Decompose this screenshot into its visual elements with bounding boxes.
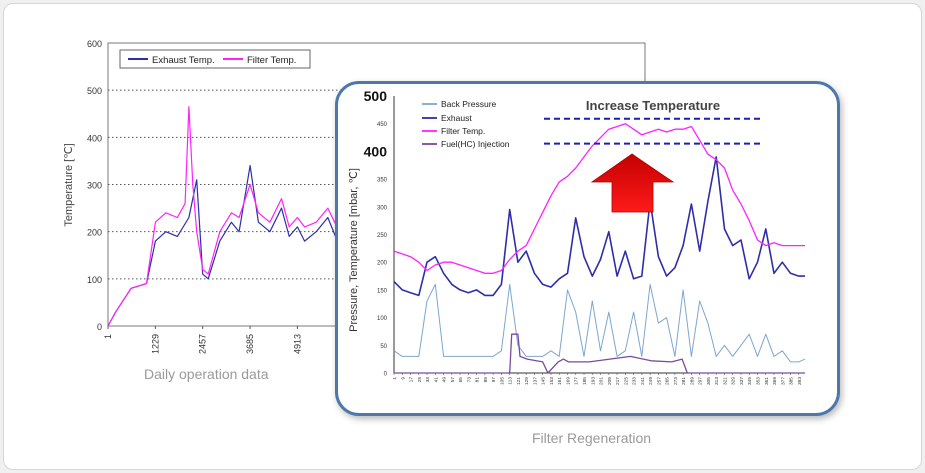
left-y-tick-label: 0 xyxy=(97,322,102,332)
right-x-tick-label: 169 xyxy=(565,377,571,385)
right-series-back-pressure xyxy=(393,283,806,363)
right-x-tick-label: 281 xyxy=(681,377,687,385)
right-x-tick-label: 305 xyxy=(706,377,712,385)
left-y-tick-label: 400 xyxy=(87,133,102,143)
right-legend-label: Fuel(HC) Injection xyxy=(441,139,510,149)
right-y-tick-label: 100 xyxy=(377,316,388,322)
right-x-tick-label: 257 xyxy=(656,377,662,385)
right-x-tick-label: 25 xyxy=(417,377,423,383)
right-x-tick-label: 33 xyxy=(425,377,431,383)
left-y-tick-label: 600 xyxy=(87,39,102,49)
right-y-tick-label: 250 xyxy=(377,233,388,239)
right-series-filter-temp xyxy=(393,123,805,274)
right-x-tick-label: 9 xyxy=(400,377,406,380)
right-x-tick-label: 233 xyxy=(632,377,638,385)
filter-regeneration-inset xyxy=(335,81,840,416)
left-x-tick-label: 1229 xyxy=(150,334,160,354)
right-x-tick-label: 161 xyxy=(557,377,563,385)
left-x-tick-label: 3685 xyxy=(245,334,255,354)
right-x-tick-label: 377 xyxy=(780,377,786,385)
right-x-tick-label: 41 xyxy=(433,377,439,383)
right-x-tick-label: 153 xyxy=(549,377,555,385)
right-x-tick-label: 209 xyxy=(607,377,613,385)
right-x-tick-label: 121 xyxy=(516,377,522,385)
right-x-tick-label: 225 xyxy=(623,377,629,385)
right-x-tick-label: 105 xyxy=(499,377,505,385)
left-y-tick-label: 200 xyxy=(87,228,102,238)
right-y-tick-label: 500 xyxy=(364,88,388,104)
right-x-tick-label: 81 xyxy=(475,377,481,383)
right-x-tick-label: 369 xyxy=(772,377,778,385)
right-x-tick-label: 97 xyxy=(491,377,497,383)
up-arrow-icon xyxy=(590,153,675,213)
right-x-tick-label: 65 xyxy=(458,377,464,383)
right-x-tick-label: 73 xyxy=(466,377,472,383)
right-x-tick-label: 1 xyxy=(392,377,398,380)
left-legend-label: Filter Temp. xyxy=(247,55,296,66)
right-x-tick-label: 361 xyxy=(764,377,770,385)
filter-regeneration-caption: Filter Regeneration xyxy=(532,430,652,446)
right-x-tick-label: 313 xyxy=(714,377,720,385)
right-series-exhaust xyxy=(393,156,805,297)
right-x-tick-label: 113 xyxy=(508,377,514,385)
right-y-tick-label: 50 xyxy=(380,344,387,350)
right-x-tick-label: 297 xyxy=(698,377,704,385)
right-x-tick-label: 185 xyxy=(582,377,588,385)
right-y-tick-label: 400 xyxy=(364,143,388,159)
right-y-tick-label: 300 xyxy=(377,205,388,211)
right-x-tick-label: 49 xyxy=(442,377,448,383)
right-legend: Back Pressure Exhaust Filter Temp. Fuel(HC)… xyxy=(422,99,510,149)
left-legend-label: Exhaust Temp. xyxy=(152,55,215,66)
right-legend-label: Exhaust xyxy=(441,113,472,123)
right-x-tick-label: 345 xyxy=(747,377,753,385)
right-x-tick-label: 289 xyxy=(689,377,695,385)
right-y-tick-label: 200 xyxy=(377,261,388,267)
left-legend-box xyxy=(119,49,311,69)
right-x-tick-label: 353 xyxy=(755,377,761,385)
right-x-tick-label: 17 xyxy=(409,377,415,383)
right-x-tick-label: 89 xyxy=(483,377,489,383)
right-x-tick-label: 329 xyxy=(731,377,737,385)
right-x-tick-label: 337 xyxy=(739,377,745,385)
right-x-tick-label: 57 xyxy=(450,377,456,383)
right-x-tick-label: 241 xyxy=(640,377,646,385)
left-y-tick-label: 500 xyxy=(87,86,102,96)
right-y-axis-label: Pressure, Temperature [mbar, ℃] xyxy=(348,168,360,332)
right-x-tick-label: 321 xyxy=(722,377,728,385)
left-legend: Exhaust Temp. Filter Temp. xyxy=(119,49,311,69)
left-x-tick-label: 2457 xyxy=(198,334,208,354)
right-x-tick-label: 177 xyxy=(574,377,580,385)
right-series-fuel-hc-injection xyxy=(394,333,805,374)
right-x-tick-label: 265 xyxy=(665,377,671,385)
right-legend-label: Filter Temp. xyxy=(441,126,485,136)
right-x-tick-label: 393 xyxy=(797,377,803,385)
right-y-tick-label: 450 xyxy=(377,122,388,128)
right-x-tick-label: 193 xyxy=(590,377,596,385)
left-y-axis-label: Temperature [℃] xyxy=(63,143,75,226)
right-x-tick-label: 137 xyxy=(532,377,538,385)
left-y-tick-label: 100 xyxy=(87,275,102,285)
left-x-tick-label: 4913 xyxy=(292,334,302,354)
right-x-tick-label: 201 xyxy=(599,377,605,385)
right-chart-title: Increase Temperature xyxy=(586,98,720,113)
right-y-tick-label: 350 xyxy=(377,178,388,184)
right-x-tick-label: 217 xyxy=(615,377,621,385)
right-y-tick-label: 0 xyxy=(384,372,388,378)
right-legend-label: Back Pressure xyxy=(441,99,497,109)
left-y-tick-label: 300 xyxy=(87,181,102,191)
daily-operation-caption: Daily operation data xyxy=(144,366,269,382)
right-x-tick-label: 249 xyxy=(648,377,654,385)
right-x-tick-label: 385 xyxy=(789,377,795,385)
left-x-tick-label: 1 xyxy=(103,334,113,339)
right-x-tick-label: 273 xyxy=(673,377,679,385)
right-x-tick-label: 145 xyxy=(541,377,547,385)
right-y-tick-label: 150 xyxy=(377,288,388,294)
right-x-tick-label: 129 xyxy=(524,377,530,385)
